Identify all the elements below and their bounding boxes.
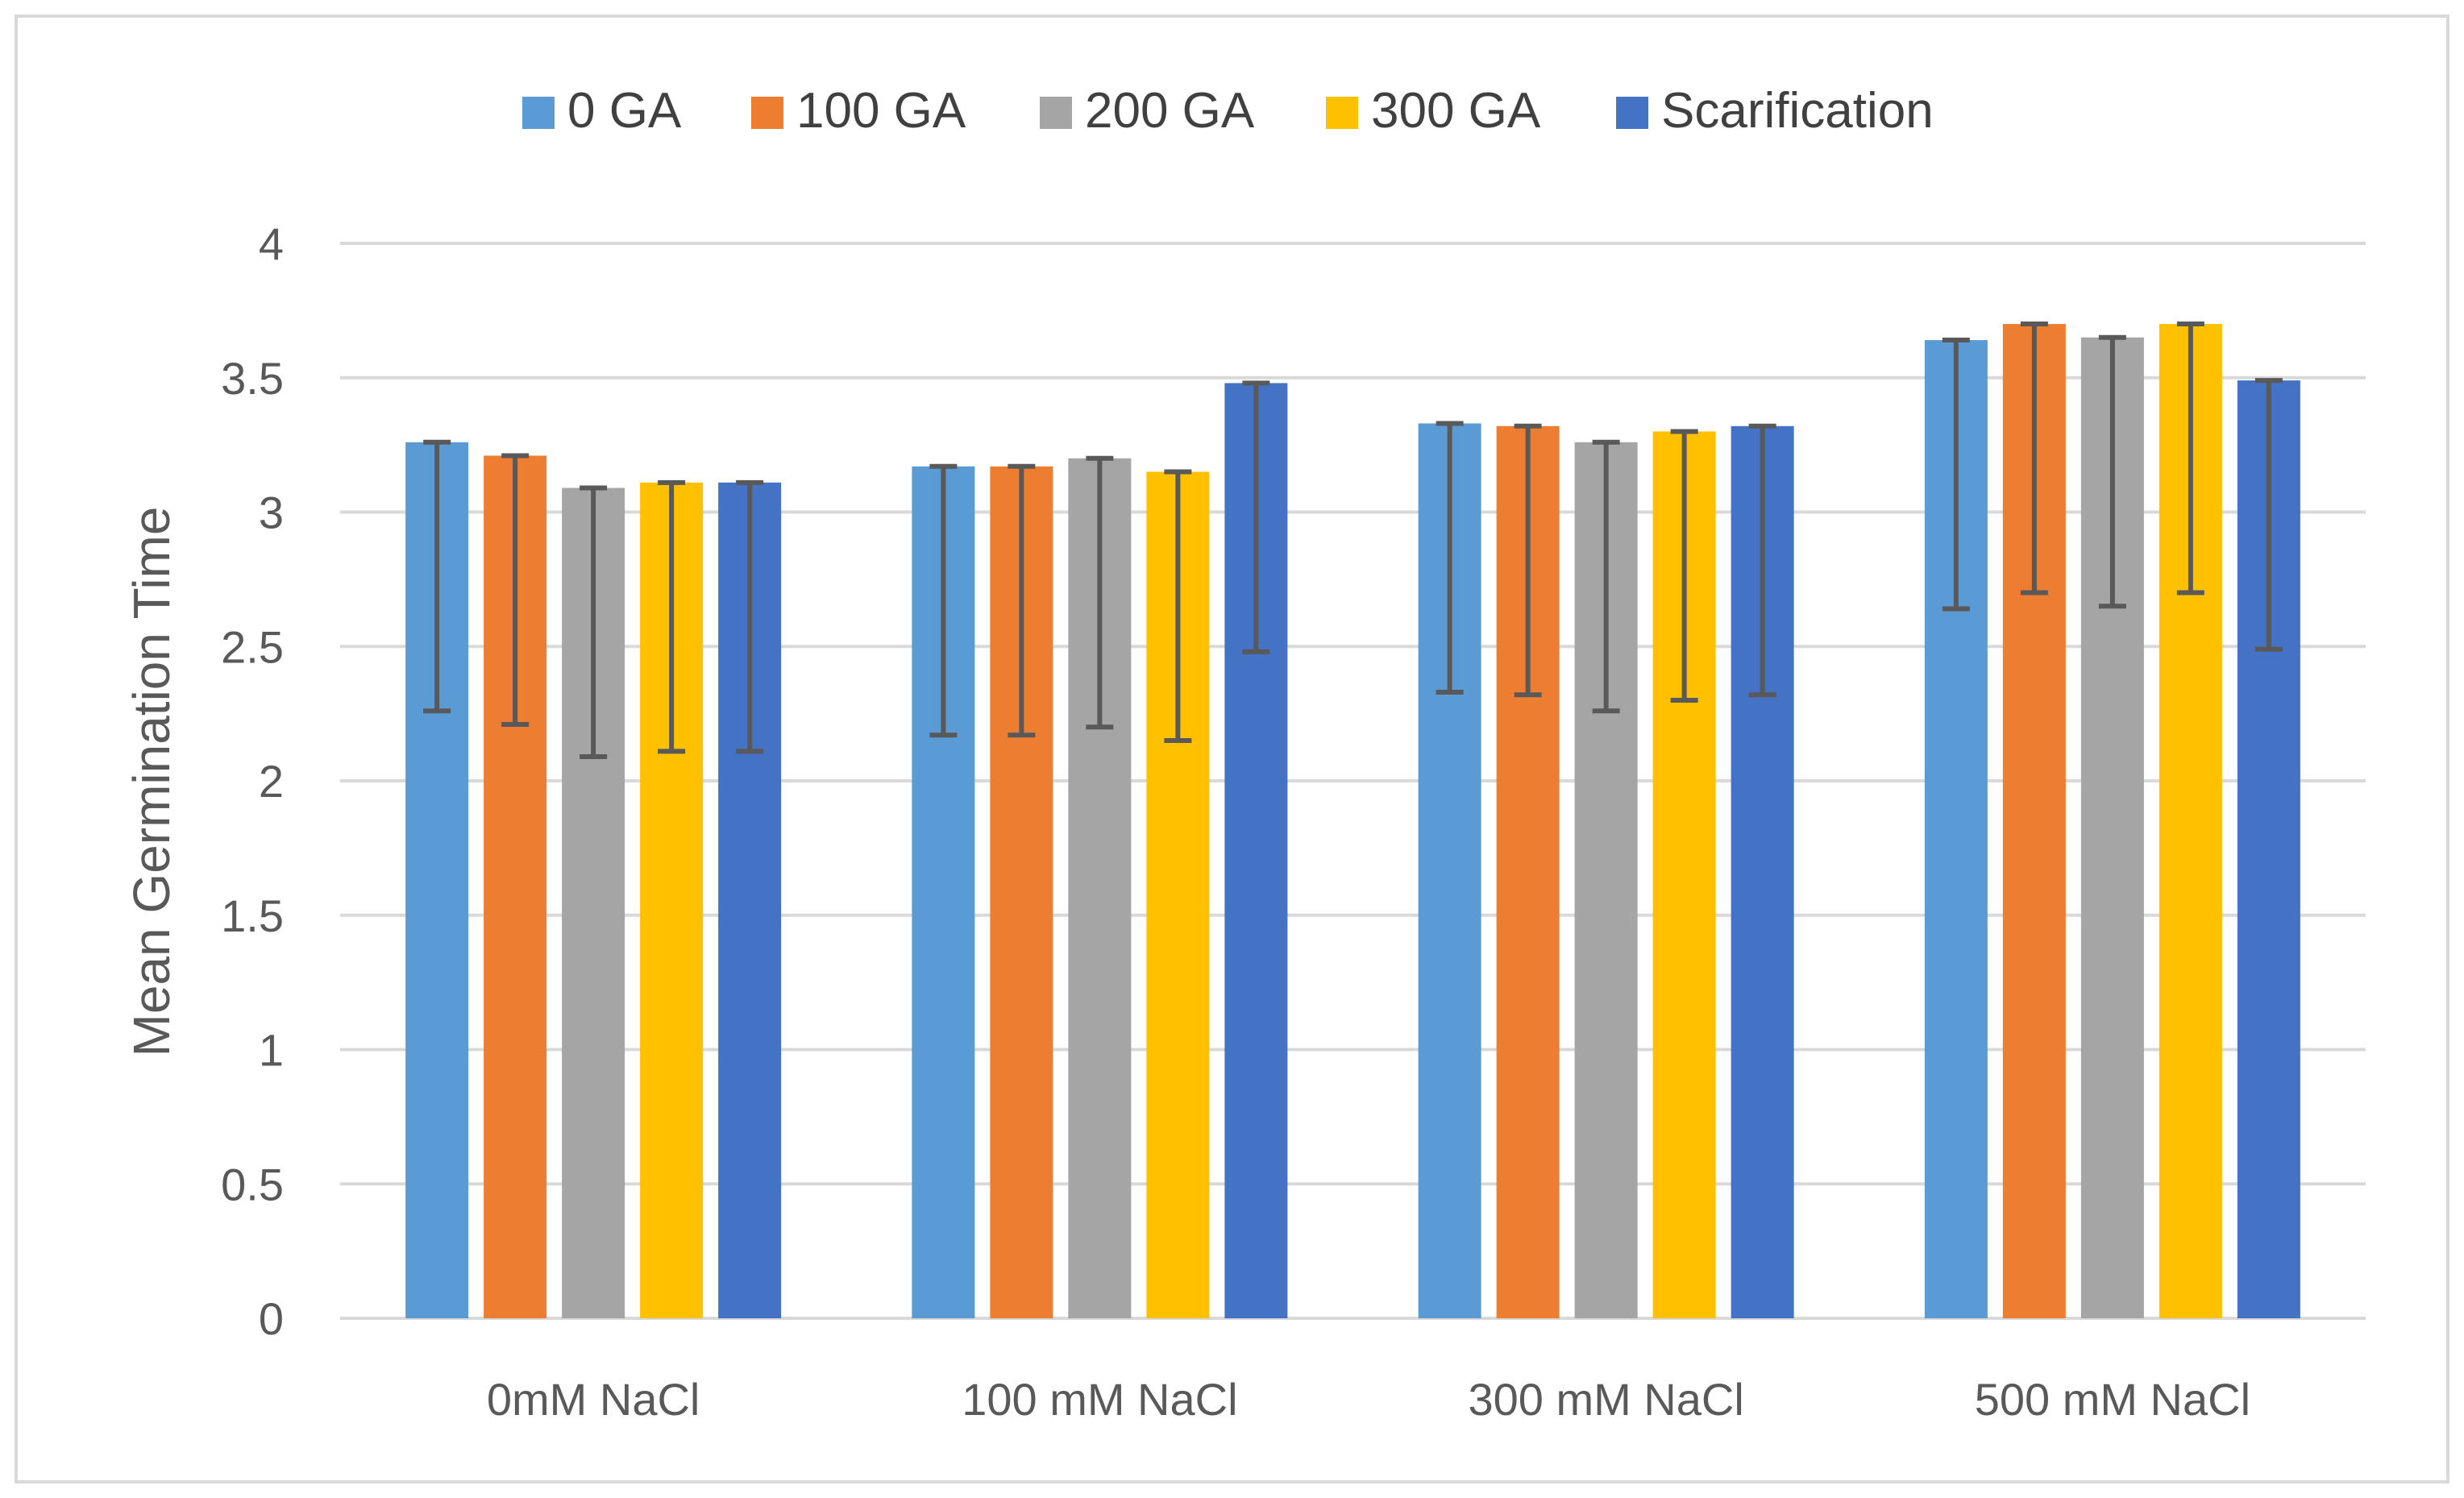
- legend-swatch: [1040, 97, 1072, 129]
- error-bar: [2098, 334, 2126, 609]
- legend-swatch: [522, 97, 555, 129]
- y-tick-label: 4: [259, 218, 284, 269]
- legend-swatch: [1616, 97, 1648, 129]
- y-tick-label: 0.5: [221, 1159, 284, 1210]
- error-bar: [1008, 463, 1036, 738]
- error-bar: [1748, 423, 1776, 698]
- legend-item: 0 GA: [522, 83, 682, 139]
- legend: 0 GA 100 GA 200 GA 300 GA Scarification: [522, 83, 1934, 139]
- error-bar: [501, 453, 530, 727]
- legend-swatch: [1326, 97, 1358, 129]
- error-bar: [2020, 322, 2048, 595]
- error-bar: [929, 463, 958, 738]
- legend-item: 300 GA: [1326, 83, 1541, 139]
- legend-label: 100 GA: [796, 83, 966, 139]
- y-tick-label: 2: [259, 756, 284, 807]
- error-bar: [580, 485, 608, 759]
- error-bar: [1086, 455, 1114, 730]
- y-axis-tick-labels: 0 0.5 1 1.5 2 2.5 3 3.5 4: [221, 218, 284, 1344]
- y-tick-label: 0: [259, 1293, 284, 1344]
- x-category-label: 100 mM NaCl: [962, 1374, 1237, 1425]
- error-bar: [1436, 421, 1464, 695]
- x-category-label: 0mM NaCl: [487, 1374, 700, 1425]
- error-bar: [1242, 380, 1270, 654]
- legend-label: 300 GA: [1371, 83, 1541, 139]
- error-bar: [736, 479, 764, 754]
- legend-item: 100 GA: [751, 83, 966, 139]
- error-bars: [423, 322, 2283, 759]
- error-bar: [423, 439, 451, 714]
- legend-label: 0 GA: [567, 83, 682, 139]
- x-axis-category-labels: 0mM NaCl 100 mM NaCl 300 mM NaCl 500 mM NaC…: [487, 1374, 2250, 1425]
- error-bar: [1514, 423, 1542, 698]
- legend-label: 200 GA: [1085, 83, 1255, 139]
- error-bar: [658, 479, 686, 754]
- y-axis-title: Mean Germination Time: [123, 507, 181, 1057]
- legend-item: 200 GA: [1040, 83, 1255, 139]
- error-bar: [1164, 469, 1192, 743]
- x-category-label: 500 mM NaCl: [1975, 1374, 2250, 1425]
- error-bar: [1942, 338, 1970, 612]
- x-category-label: 300 mM NaCl: [1468, 1374, 1743, 1425]
- y-tick-label: 1: [259, 1025, 284, 1076]
- legend-label: Scarification: [1661, 83, 1934, 139]
- y-tick-label: 3.5: [221, 353, 284, 404]
- error-bar: [2176, 322, 2204, 595]
- y-tick-label: 2.5: [221, 621, 284, 672]
- legend-swatch: [751, 97, 783, 129]
- y-tick-label: 3: [259, 488, 284, 538]
- error-bar: [2254, 378, 2283, 652]
- y-tick-label: 1.5: [221, 890, 284, 941]
- error-bar: [1670, 429, 1698, 703]
- error-bar: [1592, 439, 1620, 714]
- legend-item: Scarification: [1616, 83, 1934, 139]
